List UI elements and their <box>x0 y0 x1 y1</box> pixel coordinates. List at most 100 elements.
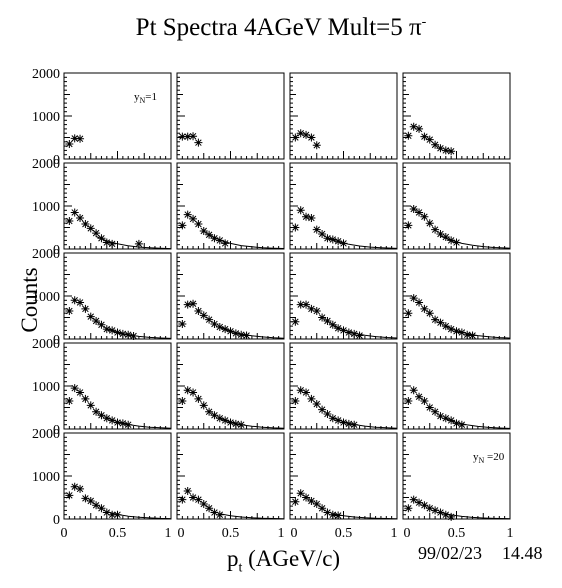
panel-yN-15 <box>289 342 398 430</box>
data-point <box>178 221 187 230</box>
data-point <box>318 405 327 414</box>
data-point <box>436 412 445 421</box>
data-point <box>441 146 450 155</box>
data-point <box>318 504 327 513</box>
data-point <box>194 307 203 316</box>
data-point <box>457 328 466 337</box>
chart-title-superscript: - <box>421 14 427 30</box>
x-tick-label: 1 <box>507 526 514 541</box>
data-point <box>409 495 418 504</box>
data-point <box>296 489 305 498</box>
data-point <box>463 330 472 339</box>
data-point <box>92 407 101 416</box>
data-point <box>97 504 106 513</box>
panel-frame <box>176 162 285 250</box>
data-point <box>194 220 203 229</box>
data-point <box>183 210 192 219</box>
data-point <box>436 144 445 153</box>
data-point <box>70 384 79 393</box>
panel-yN-8 <box>402 162 511 250</box>
data-point <box>328 414 337 423</box>
panel-yN-6 <box>176 162 285 250</box>
data-point <box>92 229 101 238</box>
chart-title: Pt Spectra 4AGeV Mult=5 π- <box>0 14 562 42</box>
y-tick-label: 0 <box>53 423 60 438</box>
data-point <box>447 512 456 521</box>
panel-frame <box>176 252 285 340</box>
data-point <box>436 229 445 238</box>
data-point <box>431 506 440 515</box>
y-tick-label: 2000 <box>32 67 60 82</box>
data-point <box>134 239 143 248</box>
data-point <box>425 403 434 412</box>
data-point <box>221 416 230 425</box>
data-point <box>291 133 300 142</box>
data-point <box>210 319 219 328</box>
data-point <box>339 418 348 427</box>
data-point <box>102 414 111 423</box>
x-tick-label: 0 <box>61 526 68 541</box>
data-point <box>183 300 192 309</box>
panel-yN-11 <box>289 252 398 340</box>
data-point <box>178 319 187 328</box>
panel-yN-19: 0 0.5 1 <box>289 432 398 541</box>
data-point <box>183 386 192 395</box>
data-point <box>178 397 187 406</box>
data-point <box>113 510 122 519</box>
data-point <box>468 331 477 340</box>
data-point <box>76 484 85 493</box>
data-point <box>296 300 305 309</box>
data-point <box>441 414 450 423</box>
data-point <box>291 223 300 232</box>
panel-label-yN: yN=1 <box>134 91 157 105</box>
panel-yN-7 <box>289 162 398 250</box>
data-point <box>199 311 208 320</box>
y-tick-label: 0 <box>53 333 60 348</box>
data-point <box>307 304 316 313</box>
data-point <box>210 234 219 243</box>
data-point <box>65 139 74 148</box>
data-point <box>307 496 316 505</box>
panel-yN-18: 0 0.5 1 <box>176 432 285 541</box>
panel-yN-14 <box>176 342 285 430</box>
data-point <box>312 225 321 234</box>
data-point <box>302 130 311 139</box>
data-point <box>215 322 224 331</box>
data-point <box>307 133 316 142</box>
data-point <box>328 510 337 519</box>
panel-frame <box>289 162 398 250</box>
data-point <box>344 419 353 428</box>
data-point <box>436 508 445 517</box>
data-point <box>323 316 332 325</box>
data-point <box>431 225 440 234</box>
data-point <box>86 496 95 505</box>
data-point <box>92 501 101 510</box>
y-tick-label: 2000 <box>32 337 60 352</box>
data-point <box>296 386 305 395</box>
data-point <box>344 328 353 337</box>
data-point <box>291 497 300 506</box>
data-point <box>108 239 117 248</box>
data-point <box>108 326 117 335</box>
data-point <box>97 411 106 420</box>
data-point <box>420 212 429 221</box>
data-point <box>312 400 321 409</box>
data-point <box>86 401 95 410</box>
data-point <box>436 318 445 327</box>
y-tick-label: 1000 <box>32 380 60 395</box>
data-point <box>70 208 79 217</box>
data-point <box>334 237 343 246</box>
panel-frame <box>63 72 172 160</box>
data-point <box>441 510 450 519</box>
data-point <box>65 217 74 226</box>
data-point <box>205 315 214 324</box>
data-point <box>425 504 434 513</box>
y-tick-label: 1000 <box>32 470 60 485</box>
y-tick-label: 2000 <box>32 247 60 262</box>
data-point <box>415 124 424 133</box>
panel-yN-10 <box>176 252 285 340</box>
data-point <box>420 501 429 510</box>
data-point <box>199 499 208 508</box>
data-point <box>291 317 300 326</box>
